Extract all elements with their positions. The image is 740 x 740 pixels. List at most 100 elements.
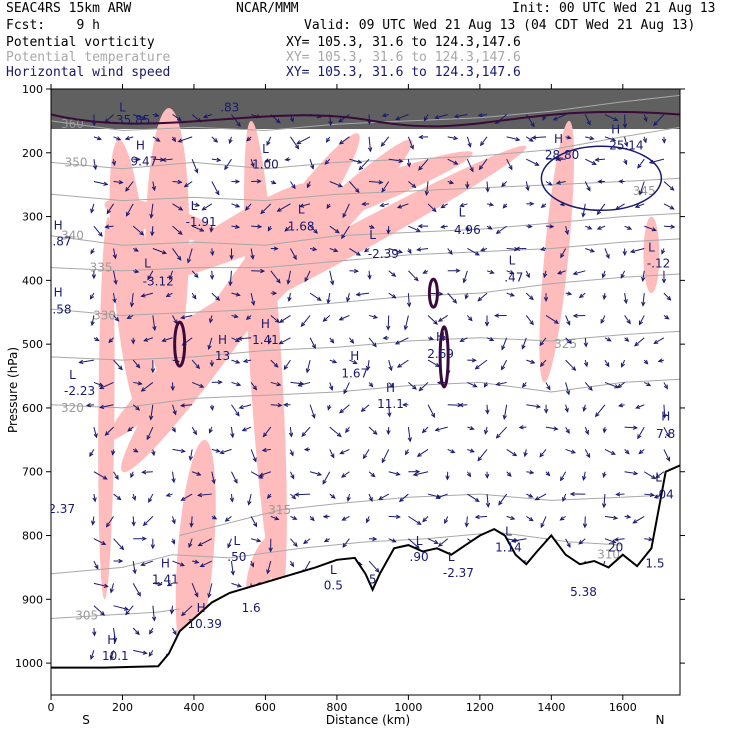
theta-contour-label: 345 bbox=[633, 184, 656, 198]
wind-arrowhead bbox=[624, 142, 629, 148]
wind-vector bbox=[230, 427, 234, 438]
wind-vector bbox=[113, 605, 129, 610]
wind-arrowhead bbox=[358, 165, 364, 171]
wind-vector bbox=[635, 404, 645, 409]
wind-arrowhead bbox=[96, 136, 102, 141]
pv-extremum-label: .83 bbox=[220, 100, 239, 114]
wind-vector bbox=[169, 270, 173, 280]
wind-arrowhead bbox=[534, 161, 540, 166]
wind-arrowhead bbox=[332, 359, 338, 364]
wind-arrowhead bbox=[155, 137, 161, 142]
wind-arrowhead bbox=[99, 385, 105, 390]
wind-arrowhead bbox=[199, 227, 205, 232]
wind-vector bbox=[535, 493, 547, 501]
wind-arrowhead bbox=[150, 368, 156, 374]
wind-arrowhead bbox=[480, 247, 486, 252]
legend-pv-xy: XY= 105.3, 31.6 to 124.3,147.6 bbox=[286, 35, 521, 50]
wind-arrowhead bbox=[237, 336, 243, 341]
wind-vector bbox=[150, 203, 154, 218]
wind-vector bbox=[565, 315, 571, 325]
wind-arrowhead bbox=[553, 319, 559, 324]
wind-vector bbox=[132, 359, 140, 368]
wind-arrowhead bbox=[125, 610, 130, 616]
wind-arrowhead bbox=[196, 492, 203, 498]
wind-vector bbox=[423, 114, 429, 121]
wind-speed-contour bbox=[540, 145, 663, 212]
terrain-fill bbox=[51, 465, 680, 695]
pv-extremum-label: 2.87 bbox=[45, 234, 72, 248]
wind-arrowhead bbox=[433, 320, 438, 325]
wind-arrowhead bbox=[171, 519, 176, 525]
init-time: Init: 00 UTC Wed 21 Aug 13 bbox=[512, 1, 716, 16]
wind-arrowhead bbox=[151, 451, 156, 457]
wind-arrowhead bbox=[556, 157, 562, 162]
wind-arrowhead bbox=[641, 301, 646, 307]
wind-vector bbox=[93, 181, 108, 186]
wind-vector bbox=[565, 404, 569, 412]
wind-vector bbox=[270, 270, 281, 283]
wind-vector bbox=[368, 314, 378, 319]
wind-vector bbox=[525, 292, 534, 300]
wind-arrowhead bbox=[611, 539, 617, 544]
wind-arrowhead bbox=[549, 224, 555, 229]
wind-arrowhead bbox=[547, 181, 553, 186]
wind-arrowhead bbox=[394, 340, 400, 345]
pv-contour-tropopause bbox=[51, 110, 680, 128]
wind-arrowhead bbox=[360, 407, 366, 413]
x-tick-label: 400 bbox=[183, 701, 204, 714]
wind-arrowhead bbox=[312, 246, 318, 252]
wind-arrowhead bbox=[529, 320, 534, 326]
wind-arrowhead bbox=[602, 472, 607, 479]
wind-vector bbox=[93, 471, 108, 480]
wind-arrowhead bbox=[495, 433, 501, 439]
wind-arrowhead bbox=[487, 225, 493, 230]
wind-vector bbox=[467, 493, 480, 502]
wind-arrowhead bbox=[103, 181, 109, 186]
wind-vector bbox=[506, 292, 515, 297]
x-tick-label: 1600 bbox=[609, 701, 637, 714]
wind-vector bbox=[227, 538, 232, 548]
wind-arrowhead bbox=[112, 254, 117, 260]
wind-vector bbox=[250, 248, 254, 259]
wind-arrowhead bbox=[342, 213, 347, 219]
wind-arrowhead bbox=[219, 449, 225, 455]
wind-vector bbox=[486, 494, 489, 507]
wind-vector bbox=[211, 471, 215, 484]
wind-arrowhead bbox=[387, 412, 392, 418]
wind-arrowhead bbox=[391, 294, 397, 299]
wind-arrowhead bbox=[464, 294, 469, 300]
wind-vector bbox=[290, 181, 296, 189]
wind-arrowhead bbox=[326, 299, 331, 305]
wind-vector bbox=[329, 426, 342, 437]
wind-vector bbox=[408, 181, 416, 188]
wind-arrowhead bbox=[372, 430, 378, 435]
wind-arrowhead bbox=[391, 538, 397, 543]
wind-vector bbox=[506, 270, 514, 274]
wind-vector bbox=[454, 114, 468, 118]
wind-vector bbox=[408, 225, 421, 232]
wind-arrowhead bbox=[646, 382, 652, 387]
wind-arrowhead bbox=[123, 606, 130, 611]
wind-arrowhead bbox=[458, 402, 464, 408]
wind-arrowhead bbox=[192, 430, 197, 436]
y-axis-title: Pressure (hPa) bbox=[6, 347, 20, 433]
wind-arrowhead bbox=[448, 250, 453, 255]
wind-arrowhead bbox=[591, 160, 597, 165]
wind-vector bbox=[131, 293, 134, 307]
wind-vector bbox=[501, 337, 508, 350]
wind-vector bbox=[93, 560, 99, 569]
wind-vector bbox=[211, 181, 220, 195]
wind-arrowhead bbox=[323, 537, 329, 543]
wind-vector bbox=[496, 225, 507, 234]
wind-arrowhead bbox=[412, 472, 418, 477]
wind-arrowhead bbox=[207, 593, 212, 599]
wind-arrowhead bbox=[601, 503, 607, 509]
wind-arrowhead bbox=[583, 362, 589, 368]
wind-arrowhead bbox=[529, 295, 534, 301]
wind-arrowhead bbox=[127, 427, 133, 432]
wind-vector bbox=[329, 181, 343, 188]
pv-extremum-label: L bbox=[416, 534, 423, 548]
wind-arrowhead bbox=[361, 201, 367, 207]
wind-arrowhead bbox=[613, 537, 619, 542]
wind-vector bbox=[642, 270, 645, 281]
